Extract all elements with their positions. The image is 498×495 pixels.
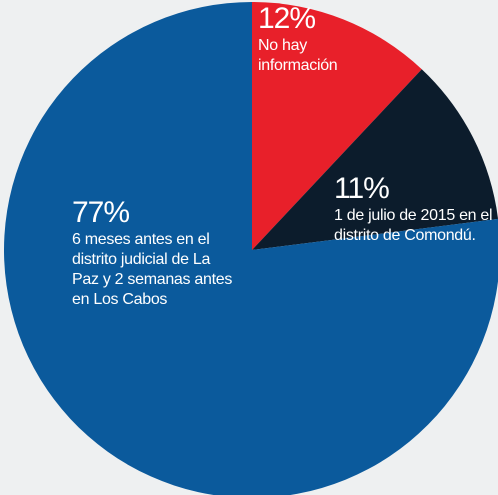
percent-label: 77% <box>72 196 130 229</box>
category-label: 1 de julio de 2015 en el distrito de Com… <box>334 207 493 244</box>
pie-slice <box>252 69 498 250</box>
category-label: 6 meses antes en el distrito judicial de… <box>72 231 233 308</box>
slice-label: 11% 1 de julio de 2015 en el distrito de… <box>334 172 498 246</box>
category-label: No hay información <box>258 37 338 74</box>
slice-label: 77% 6 meses antes en el distrito judicia… <box>72 196 242 310</box>
percent-label: 12% <box>258 2 316 35</box>
slice-label: 12% No hay información <box>258 2 348 76</box>
percent-label: 11% <box>334 172 390 205</box>
pie-slice <box>4 2 498 495</box>
pie-slice <box>252 2 422 250</box>
